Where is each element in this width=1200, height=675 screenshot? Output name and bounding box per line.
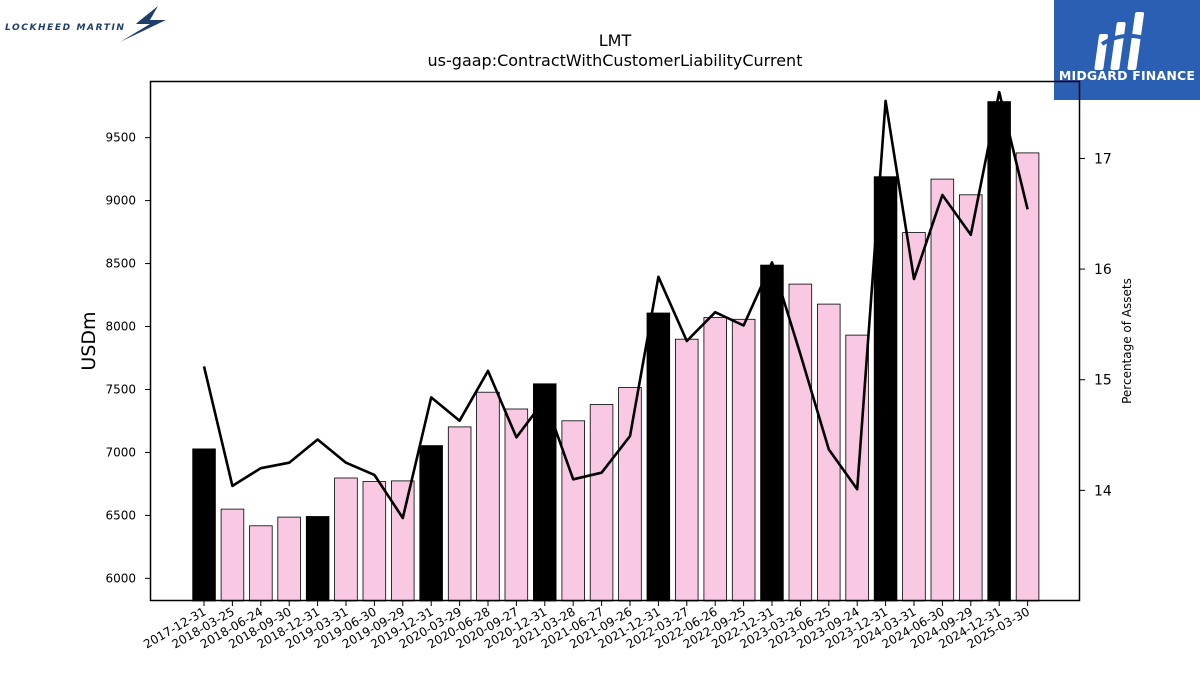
midgard-finance-logo: MIDGARD FINANCE [1054,0,1200,100]
y-axis: 6000 6500 7000 7500 8000 8500 9000 9500 [105,131,150,585]
lockheed-martin-logo: LOCKHEED MARTIN [0,0,175,50]
plot-frame [149,80,1081,602]
bar-2024-09-29 [959,194,983,602]
bar-2023-06-25 [817,303,841,602]
percentage-line [202,90,1029,520]
bar-2019-09-29 [390,480,415,602]
chart-subtitle: us-gaap:ContractWithCustomerLiabilityCur… [427,51,803,70]
bar-2022-12-31 [760,264,784,602]
logo-right-text: MIDGARD FINANCE [1058,68,1196,83]
line-group [202,90,1029,520]
y2-axis: 14 15 16 17 [1080,151,1112,499]
chart-title: LMT [598,31,632,50]
y2-tick-label-14: 14 [1094,483,1112,499]
bar-2019-06-30 [362,481,387,602]
logo-left-text: LOCKHEED MARTIN [5,23,126,33]
bar-2024-12-31 [987,101,1011,602]
y-tick-label-8000: 8000 [105,320,136,334]
y-tick-label-7000: 7000 [105,445,136,459]
bar-2022-09-25 [731,318,756,602]
bar-2022-03-27 [675,338,699,602]
y-tick-label-9500: 9500 [105,131,136,145]
bar-2020-03-29 [447,426,472,602]
y-tick-label-7500: 7500 [105,382,136,396]
bar-2020-12-31 [533,383,557,602]
y-tick-label-6500: 6500 [105,508,136,522]
bar-2019-12-31 [419,445,443,602]
bar-2021-12-31 [646,312,671,602]
y2-tick-label-17: 17 [1094,151,1112,167]
bars-group [192,101,1040,602]
bar-2021-06-27 [589,404,614,602]
x-axis: 2017-12-312018-03-252018-06-242018-09-30… [141,601,1032,651]
y2-axis-label: Percentage of Assets [1120,278,1134,404]
y-tick-label-8500: 8500 [105,257,136,271]
bar-2021-03-28 [561,420,586,602]
y-tick-label-9000: 9000 [105,194,136,208]
bar-2020-06-28 [476,391,500,602]
bar-2025-03-30 [1015,152,1040,602]
bar-2017-12-31 [192,448,216,602]
bar-2018-03-25 [220,508,245,602]
bar-2018-06-24 [249,525,273,602]
bar-2022-06-26 [703,317,728,602]
y-axis-label: USDm [78,311,100,370]
bar-2018-09-30 [277,516,301,602]
y2-tick-label-16: 16 [1094,262,1112,278]
chart-title-block: LMT us-gaap:ContractWithCustomerLiabilit… [150,31,1080,71]
bar-2018-12-31 [305,516,330,602]
bar-2021-09-26 [618,387,642,602]
bar-2024-06-30 [930,178,955,602]
y-tick-label-6000: 6000 [105,571,136,585]
bar-2023-12-31 [873,176,898,602]
bar-2019-03-31 [334,477,358,602]
y2-tick-label-15: 15 [1094,373,1112,389]
bar-2024-03-31 [902,232,926,602]
